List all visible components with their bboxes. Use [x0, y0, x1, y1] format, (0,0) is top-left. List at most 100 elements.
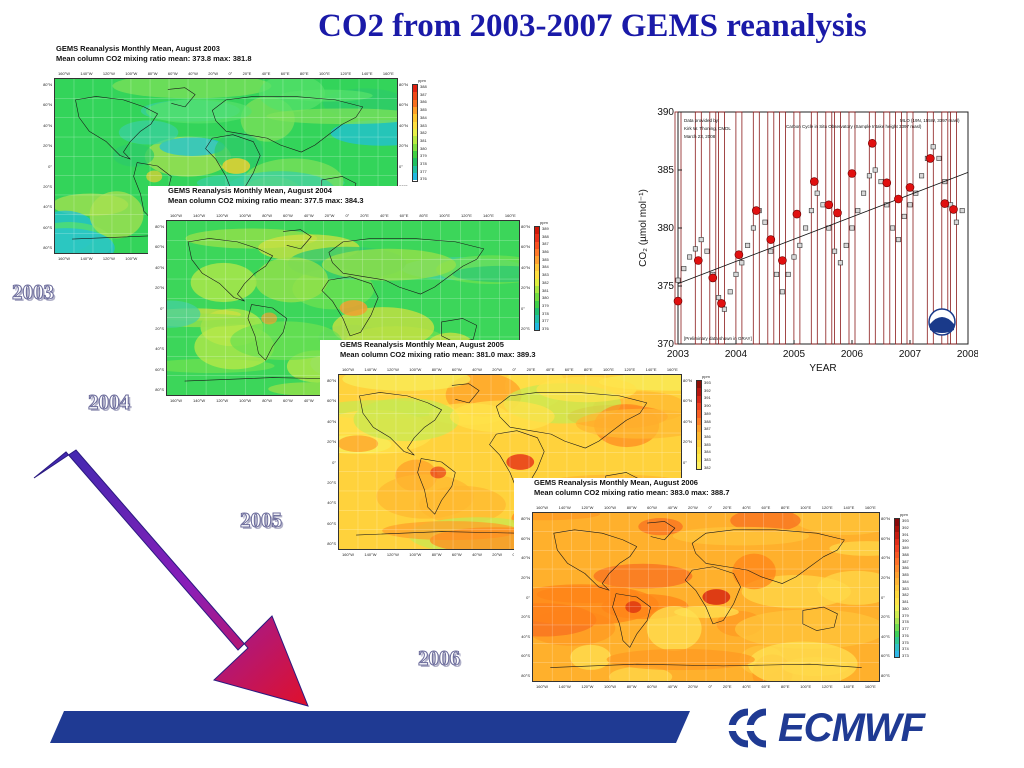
colorbar-cell: [535, 285, 539, 294]
lat-tick: 60°N: [521, 244, 530, 250]
lat-tick: 60°S: [327, 520, 336, 526]
colorbar-cell: [535, 300, 539, 308]
lat-tick: 80°N: [155, 224, 164, 229]
lat-tick: 60°S: [881, 653, 890, 659]
lat-tick: 80°N: [521, 224, 530, 229]
lon-tick: 160°E: [382, 71, 394, 76]
lon-tick: 40°E: [379, 213, 389, 218]
lon-tick: 40°W: [303, 398, 314, 403]
colorbar-cell: [535, 227, 539, 235]
lon-tick: 60°W: [451, 552, 462, 557]
lon-tick: 40°W: [188, 71, 198, 76]
colorbar-cell: [697, 417, 701, 425]
lon-tick: 120°W: [102, 71, 115, 76]
map-title: GEMS Reanalysis Monthly Mean, August 200…: [534, 478, 730, 498]
colorbar-cell: [535, 256, 539, 264]
lon-tick: 80°W: [626, 684, 637, 689]
colorbar-label: 378: [542, 310, 549, 316]
colorbar-label: 373: [902, 653, 909, 658]
lon-tick: 0°: [228, 71, 233, 76]
lon-tick: 120°E: [461, 213, 472, 218]
lat-tick: 80°N: [521, 516, 530, 521]
colorbar-labels: 393 392 391 390 389 388 387 386 385 384 383 382: [704, 380, 711, 470]
lon-tick: 100°W: [604, 684, 617, 689]
colorbar-label: 383: [902, 585, 909, 591]
colorbar-cell: [895, 545, 899, 552]
colorbar-unit: ppm: [702, 374, 710, 379]
lat-tick: 0°: [399, 163, 403, 169]
colorbar-cell: [895, 525, 899, 533]
ecmwf-logo: ECMWF: [722, 706, 962, 750]
obs-point: [907, 202, 913, 208]
lon-tick: 40°E: [742, 684, 751, 689]
colorbar-label: 376: [902, 632, 909, 638]
colorbar-label: 387: [420, 91, 427, 97]
obs-point: [692, 246, 698, 252]
y-tick-label: 380: [657, 223, 674, 234]
sample-window: [810, 111, 818, 345]
colorbar-label: 388: [420, 84, 427, 89]
colorbar-cell: [697, 454, 701, 462]
obs-point: [733, 271, 739, 277]
lon-tick: 80°E: [780, 684, 790, 689]
lat-tick: 0°: [683, 459, 687, 465]
colorbar-cell: [697, 424, 701, 433]
lon-tick: 140°E: [645, 367, 657, 372]
obs-point: [837, 260, 843, 266]
lat-tick: 20°N: [521, 285, 530, 291]
colorbar-cell: [895, 637, 899, 644]
colorbar-cell: [895, 643, 899, 651]
map-lat-ticks: 80°N 60°N 40°N 20°N 0° 20°S 40°S 60°S 80°S: [148, 224, 164, 392]
colorbar-cell: [413, 136, 417, 144]
map-lat-ticks: 80°N 60°N 40°N 20°N 0° 20°S 40°S 60°S 80°S: [514, 516, 530, 678]
obs-point: [872, 167, 878, 173]
lat-tick: 60°S: [43, 224, 52, 230]
lon-tick: 120°W: [386, 552, 399, 557]
trend-line: [677, 171, 969, 285]
lat-tick: 80°N: [683, 378, 692, 383]
colorbar-labels: 388 387 386 385 384 383 382 381 380 379 378 377 376: [420, 84, 427, 182]
colorbar-label: 390: [902, 538, 909, 544]
obs-point: [861, 190, 867, 196]
lon-tick: 160°W: [342, 367, 355, 372]
colorbar-label: 377: [902, 626, 909, 631]
lon-tick: 100°W: [125, 256, 138, 261]
gems-point: [673, 296, 683, 306]
colorbar-label: 382: [542, 279, 549, 285]
lat-tick: 0°: [526, 594, 530, 600]
gems-point: [949, 205, 958, 214]
obs-point: [953, 219, 959, 225]
lon-tick: 160°W: [170, 213, 183, 218]
map-title-line: GEMS Reanalysis Monthly Mean, August 200…: [534, 478, 698, 487]
colorbar-cell: [413, 143, 417, 152]
colorbar-label: 393: [704, 380, 711, 385]
co2-field-map: [532, 512, 880, 682]
sample-window: [825, 111, 833, 345]
lon-tick: 100°W: [125, 71, 138, 76]
annotation-date: March 23, 2008: [684, 134, 716, 139]
lon-tick: 100°E: [800, 505, 812, 510]
lon-tick: 140°E: [482, 213, 494, 218]
colorbar-cell: [895, 604, 899, 612]
lon-tick: 120°W: [216, 213, 229, 218]
lon-tick: 60°W: [283, 213, 293, 218]
lat-tick: 20°S: [521, 325, 530, 331]
obs-point: [791, 254, 797, 260]
colorbar-label: 381: [902, 599, 909, 604]
obs-point: [890, 225, 896, 231]
lat-tick: 60°N: [521, 535, 530, 541]
lat-tick: 60°S: [155, 366, 164, 372]
colorbar-cell: [895, 551, 899, 559]
lat-tick: 40°N: [155, 264, 164, 270]
lon-tick: 60°W: [167, 71, 178, 76]
lon-tick: 100°W: [409, 552, 422, 557]
colorbar-cell: [535, 263, 539, 272]
colorbar-label: 386: [704, 434, 711, 440]
colorbar-cell: [895, 538, 899, 546]
obs-point: [785, 271, 791, 277]
lon-tick: 0°: [708, 505, 713, 510]
lat-tick: 60°N: [399, 102, 408, 108]
lon-tick: 20°W: [492, 552, 503, 557]
year-label-2004: 2004: [88, 390, 131, 415]
colorbar-label: 381: [420, 137, 427, 143]
